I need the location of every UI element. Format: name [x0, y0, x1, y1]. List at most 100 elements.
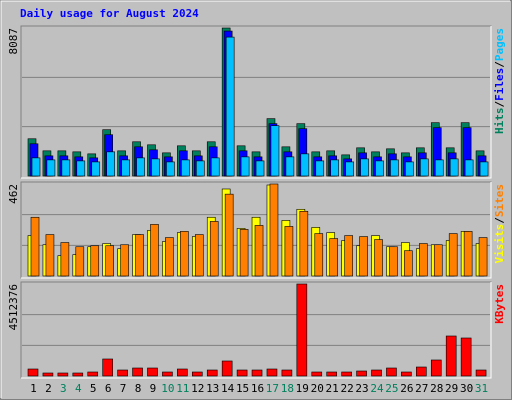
bar — [31, 157, 41, 177]
x-tick-label: 9 — [150, 382, 157, 395]
bar — [475, 369, 487, 377]
x-tick-label: 4 — [75, 382, 82, 395]
bar — [416, 366, 427, 377]
bar — [181, 159, 190, 177]
y-max-label: 462 — [7, 184, 20, 204]
bar — [285, 156, 295, 177]
bar — [419, 243, 428, 277]
legend-entry: Visits — [493, 224, 506, 264]
legend: Hits/Files/Pages — [493, 28, 506, 134]
bar — [102, 358, 113, 377]
bar — [46, 159, 56, 177]
bar — [299, 210, 309, 277]
bar — [180, 231, 189, 277]
bar — [57, 372, 69, 377]
bar — [315, 160, 325, 177]
bar — [300, 153, 310, 177]
bar — [311, 371, 323, 377]
bar — [209, 221, 219, 277]
legend-separator: / — [493, 101, 506, 108]
bar — [239, 229, 249, 277]
bar — [270, 125, 280, 177]
bar — [162, 371, 173, 377]
x-tick-label: 24 — [370, 382, 384, 395]
bar — [105, 245, 114, 277]
bar — [165, 237, 174, 277]
bar — [360, 158, 369, 177]
x-tick-label: 7 — [120, 382, 127, 395]
bar — [329, 238, 339, 277]
bar — [90, 245, 100, 277]
x-tick-label: 13 — [206, 382, 219, 395]
y-max-label: 8087 — [7, 28, 20, 55]
x-tick-label: 22 — [340, 382, 353, 395]
bar — [269, 183, 279, 277]
bar — [296, 283, 308, 377]
bar — [404, 250, 413, 277]
bar — [390, 159, 399, 177]
bar — [194, 234, 204, 277]
x-tick-label: 19 — [296, 382, 309, 395]
bar — [420, 158, 429, 177]
bar — [221, 360, 233, 377]
bar — [430, 359, 442, 377]
bar — [147, 367, 158, 377]
bar — [150, 224, 159, 277]
bar — [479, 161, 489, 177]
x-tick-label: 20 — [311, 382, 324, 395]
y-max-label: 4512376 — [7, 284, 20, 330]
bar — [341, 371, 352, 377]
bar — [87, 371, 99, 377]
x-tick-label: 30 — [460, 382, 473, 395]
panel-highlight — [21, 26, 492, 179]
legend-entry: Pages — [493, 28, 506, 61]
x-tick-label: 8 — [135, 382, 142, 395]
bar — [314, 233, 324, 277]
bar — [151, 158, 160, 177]
bar — [136, 157, 145, 177]
bar — [386, 367, 397, 377]
bar — [449, 158, 459, 177]
bar — [254, 225, 264, 277]
bar — [121, 159, 130, 177]
bar — [326, 371, 338, 377]
x-tick-label: 14 — [221, 382, 235, 395]
legend: KBytes — [493, 284, 506, 324]
bar — [281, 369, 293, 377]
x-tick-label: 23 — [355, 382, 368, 395]
bar — [120, 244, 129, 277]
x-tick-label: 29 — [445, 382, 458, 395]
bar — [210, 157, 220, 177]
bar — [478, 237, 488, 277]
bar — [27, 368, 39, 377]
legend-entry: Sites — [493, 184, 506, 217]
bar — [266, 368, 278, 377]
bar — [356, 370, 367, 377]
x-tick-label: 2 — [45, 382, 52, 395]
bar — [345, 161, 354, 177]
bar — [61, 159, 71, 177]
bar — [464, 159, 474, 177]
bar — [195, 160, 205, 177]
panel — [20, 281, 492, 379]
bar — [284, 226, 294, 277]
bar — [445, 335, 457, 377]
x-tick-label: 17 — [266, 382, 279, 395]
bar — [236, 369, 248, 377]
chart-title: Daily usage for August 2024 — [20, 7, 199, 20]
x-tick-label: 12 — [191, 382, 204, 395]
x-tick-label: 27 — [415, 382, 428, 395]
x-tick-label: 25 — [385, 382, 398, 395]
legend-separator: / — [493, 61, 506, 68]
x-tick-label: 21 — [326, 382, 339, 395]
panel-highlight — [21, 282, 492, 379]
bar — [433, 244, 443, 277]
bar — [135, 234, 144, 277]
x-tick-label: 6 — [105, 382, 112, 395]
bar — [375, 160, 384, 177]
x-tick-label: 1 — [30, 382, 37, 395]
bar — [224, 193, 234, 277]
